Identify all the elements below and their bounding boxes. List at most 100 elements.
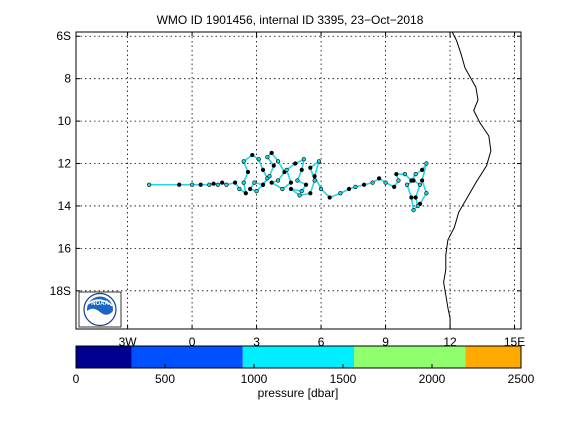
track-point: [189, 182, 195, 187]
noaa-logo-icon: NOAA: [78, 291, 122, 328]
track-point: [402, 172, 408, 177]
track-point: [295, 178, 300, 183]
x-tick-label: 3: [253, 335, 260, 349]
track-segment: [309, 180, 316, 194]
track-point: [215, 182, 220, 187]
track-point: [394, 172, 399, 177]
colorbar-bands: [76, 346, 521, 368]
track-segment: [406, 184, 413, 198]
track-segment: [421, 163, 428, 181]
track-point: [271, 163, 276, 168]
colorbar-ticks: 0 500 1000 1500 2000 2500: [73, 364, 535, 386]
colorbar: 0 500 1000 1500 2000 2500 pressure [dbar]: [73, 345, 535, 400]
colorbar-tick-label: 1500: [330, 372, 357, 386]
track-point: [280, 186, 285, 192]
track-point: [297, 193, 302, 198]
track-point: [293, 161, 298, 166]
colorbar-frame: [75, 345, 522, 369]
track-point: [383, 180, 388, 185]
float-track: [146, 150, 429, 213]
track-segment: [309, 167, 316, 181]
track-point: [417, 182, 423, 187]
track-point: [243, 191, 248, 196]
track-point: [288, 180, 294, 185]
track-point: [303, 182, 309, 187]
track-point: [256, 157, 261, 162]
track-point: [413, 172, 418, 177]
track-point: [392, 184, 397, 189]
track-point: [275, 178, 281, 183]
track-point: [284, 167, 289, 172]
track-point: [316, 159, 322, 164]
track-point: [220, 180, 225, 185]
track-segment: [313, 175, 322, 190]
x-tick-label: 6: [318, 335, 325, 349]
colorbar-band: [131, 346, 243, 368]
track-point: [260, 182, 266, 187]
track-point: [312, 174, 317, 179]
track-point: [265, 155, 270, 160]
track-point: [411, 178, 416, 183]
y-tick-label: 10: [58, 114, 72, 128]
track-point: [232, 180, 238, 185]
colorbar-tick-label: 2500: [508, 372, 535, 386]
y-tick-label: 16: [58, 241, 72, 255]
track-segment: [410, 197, 415, 211]
track-segment: [313, 161, 320, 177]
track-point: [312, 178, 317, 183]
track-point: [267, 174, 272, 179]
track-point: [260, 167, 266, 172]
colorbar-tick-label: 2000: [419, 372, 446, 386]
track-point: [411, 208, 416, 213]
track-point: [353, 184, 358, 189]
track-point: [415, 203, 420, 209]
y-tick-label: 14: [58, 199, 72, 213]
y-tick-label: 12: [58, 157, 72, 171]
grid-lines: [76, 32, 521, 329]
x-tick-label: 0: [189, 335, 196, 349]
track-segment: [285, 169, 292, 183]
track-point: [377, 176, 382, 181]
track-point: [288, 186, 294, 192]
track-point: [420, 167, 425, 172]
track-point: [413, 195, 418, 200]
track-point: [299, 167, 304, 172]
track-point: [396, 178, 401, 183]
track-point: [409, 195, 414, 200]
track-point: [424, 191, 429, 196]
colorbar-band: [242, 346, 355, 368]
colorbar-tick-label: 1000: [241, 372, 268, 386]
track-point: [370, 180, 375, 185]
track-point: [301, 157, 306, 162]
track-segment: [414, 184, 421, 198]
track-point: [241, 180, 246, 185]
colorbar-tick-label: 500: [155, 372, 175, 386]
track-point: [424, 161, 429, 166]
y-tick-label: 8: [64, 72, 71, 86]
track-point: [250, 152, 255, 158]
colorbar-tick-label: 0: [73, 372, 80, 386]
track-segment: [421, 180, 428, 194]
track-point: [146, 182, 152, 187]
track-point: [299, 189, 304, 194]
track-point: [275, 159, 281, 164]
track-point: [245, 169, 251, 175]
track-point: [404, 182, 410, 187]
noaa-logo-text: NOAA: [91, 301, 109, 307]
colorbar-band: [76, 346, 132, 368]
track-point: [177, 182, 182, 187]
track-point: [318, 186, 324, 192]
colorbar-band: [465, 346, 521, 368]
track-point: [241, 159, 246, 164]
track-point: [346, 186, 352, 192]
y-tick-label: 6S: [56, 29, 71, 43]
track-point: [237, 186, 242, 192]
track-point: [248, 186, 253, 192]
track-point: [207, 182, 212, 187]
track-point: [308, 191, 313, 196]
track-point: [269, 180, 274, 185]
track-point: [198, 182, 203, 187]
track-point: [420, 178, 425, 183]
